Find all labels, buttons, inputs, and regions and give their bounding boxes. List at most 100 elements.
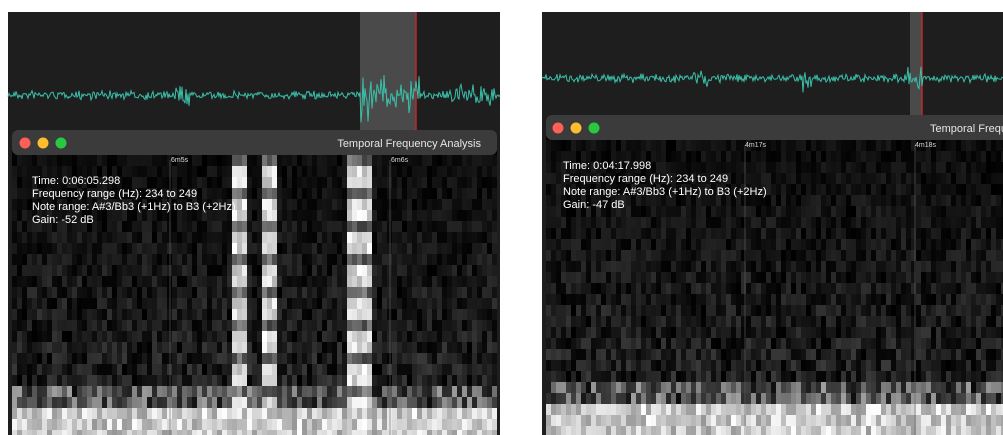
zoom-button[interactable] (589, 123, 600, 134)
spectrogram-cell (372, 397, 377, 408)
spectrogram-cell (107, 364, 112, 375)
spectrogram-cell (811, 371, 816, 382)
spectrogram-cell (42, 287, 47, 298)
spectrogram-cell (666, 151, 671, 162)
close-button[interactable] (553, 123, 564, 134)
spectrogram-cell (616, 294, 621, 305)
spectrogram-cell (297, 265, 302, 276)
spectrogram-cell (601, 305, 606, 316)
spectrogram-cell (926, 217, 931, 228)
spectrogram-cell (487, 166, 492, 177)
spectrogram-cell (142, 221, 147, 232)
spectrogram-cell (936, 283, 941, 294)
spectrogram-cell (676, 371, 681, 382)
spectrogram-cell (936, 239, 941, 250)
spectrogram-cell (636, 349, 641, 360)
spectrogram-cell (626, 327, 631, 338)
spectrogram-cell (831, 195, 836, 206)
spectrogram-cell (866, 371, 871, 382)
spectrogram-cell (936, 272, 941, 283)
spectrogram-cell (312, 375, 317, 386)
spectrogram-cell (57, 430, 62, 435)
spectrogram-cell (631, 272, 636, 283)
spectrogram-cell (576, 426, 581, 435)
analysis-window: Temporal Frequency Analysis 4m17s 4m18s … (546, 115, 1003, 435)
spectrogram-cell (212, 408, 217, 419)
spectrogram-cell (616, 239, 621, 250)
spectrogram-cell (596, 360, 601, 371)
spectrogram-cell (806, 272, 811, 283)
spectrogram-cell (182, 221, 187, 232)
spectrogram-cell (52, 298, 57, 309)
spectrogram-cell (402, 243, 407, 254)
spectrogram-cell (402, 331, 407, 342)
spectrogram-cell (447, 298, 452, 309)
close-button[interactable] (20, 138, 31, 149)
spectrogram-cell (327, 177, 332, 188)
spectrogram-cell (961, 217, 966, 228)
spectrogram-cell (916, 327, 921, 338)
spectrogram-cell (576, 294, 581, 305)
spectrogram-cell (187, 298, 192, 309)
spectrogram-cell (102, 276, 107, 287)
spectrogram-cell (317, 221, 322, 232)
spectrogram-cell (412, 320, 417, 331)
spectrogram-cell (546, 327, 551, 338)
spectrogram-cell (786, 349, 791, 360)
spectrogram-cell (751, 272, 756, 283)
spectrogram-cell (82, 243, 87, 254)
spectrogram-cell (377, 177, 382, 188)
spectrogram-cell (691, 327, 696, 338)
spectrogram-cell (816, 162, 821, 173)
spectrogram-cell (781, 162, 786, 173)
spectrogram-cell (67, 254, 72, 265)
spectrogram-cell (42, 320, 47, 331)
spectrogram-cell (447, 342, 452, 353)
spectrogram-cell (786, 294, 791, 305)
spectrogram-cell (616, 393, 621, 404)
spectrogram-cell (472, 342, 477, 353)
spectrogram-cell (666, 283, 671, 294)
zoom-button[interactable] (56, 138, 67, 149)
spectrogram-cell (696, 239, 701, 250)
spectrogram-cell (816, 283, 821, 294)
spectrogram-cell (676, 294, 681, 305)
spectrogram-cell (287, 276, 292, 287)
spectrogram-cell (447, 419, 452, 430)
spectrogram-cell (961, 151, 966, 162)
spectrogram-cell (27, 386, 32, 397)
spectrogram-cell (856, 206, 861, 217)
spectrogram-cell (192, 386, 197, 397)
spectrogram-cell (152, 155, 157, 166)
spectrogram-cell (736, 206, 741, 217)
spectrogram-cell (52, 397, 57, 408)
minimize-button[interactable] (38, 138, 49, 149)
spectrogram-cell (262, 408, 267, 419)
spectrogram-cell (192, 243, 197, 254)
spectrogram-cell (811, 261, 816, 272)
spectrogram-cell (97, 364, 102, 375)
spectrogram-cell (831, 360, 836, 371)
spectrogram-cell (811, 316, 816, 327)
spectrogram-cell (202, 188, 207, 199)
spectrogram-cell (866, 316, 871, 327)
spectrogram-cell (22, 353, 27, 364)
spectrogram-cell (761, 305, 766, 316)
spectrogram-cell (976, 327, 981, 338)
spectrogram-cell (232, 221, 237, 232)
spectrogram-cell (72, 397, 77, 408)
spectrogram-cell (177, 243, 182, 254)
spectrogram-cell (37, 386, 42, 397)
spectrogram-cell (566, 415, 571, 426)
spectrogram-cell (616, 272, 621, 283)
spectrogram-cell (102, 243, 107, 254)
spectrogram-cell (916, 305, 921, 316)
minimize-button[interactable] (571, 123, 582, 134)
spectrogram-cell (701, 261, 706, 272)
spectrogram-cell (427, 177, 432, 188)
spectrogram-cell (556, 283, 561, 294)
spectrogram-cell (841, 173, 846, 184)
spectrogram-cell (242, 309, 247, 320)
spectrogram-cell (781, 195, 786, 206)
spectrogram-cell (841, 151, 846, 162)
